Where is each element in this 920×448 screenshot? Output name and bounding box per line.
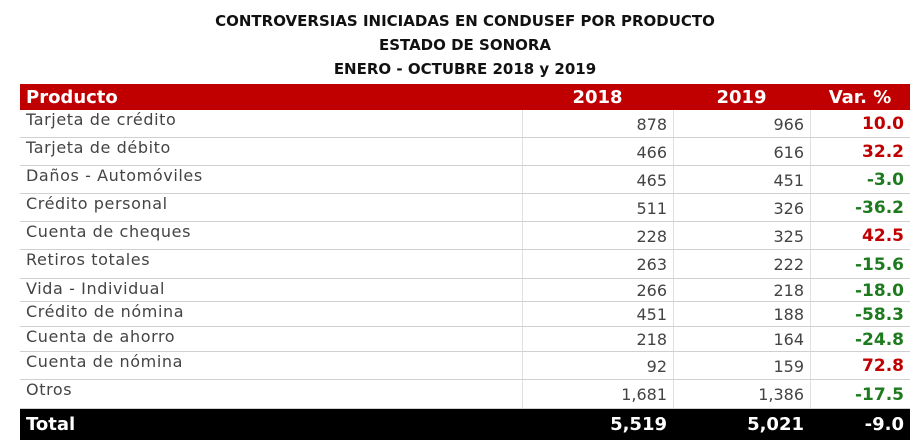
title-line: CONTROVERSIAS INICIADAS EN CONDUSEF POR … xyxy=(215,12,715,30)
product-name: Crédito personal xyxy=(26,194,168,213)
product-name: Daños - Automóviles xyxy=(26,166,203,185)
count: 878 xyxy=(636,114,667,134)
count: 222 xyxy=(773,255,804,274)
row-separator xyxy=(20,137,910,138)
header-bar xyxy=(20,84,910,110)
product-name: Otros xyxy=(26,380,73,399)
column-header: Producto xyxy=(26,86,118,108)
variation: -15.6 xyxy=(855,254,904,275)
product-name: Cuenta de cheques xyxy=(26,222,192,241)
count: 451 xyxy=(773,170,804,190)
row-separator xyxy=(20,221,910,222)
row-separator xyxy=(20,301,910,302)
column-divider xyxy=(522,110,523,409)
total-value: 5,021 xyxy=(747,414,804,435)
product-name: Retiros totales xyxy=(26,250,151,269)
row-separator xyxy=(20,379,910,380)
total-label: Total xyxy=(26,414,76,435)
column-divider xyxy=(810,110,811,409)
product-name: Tarjeta de débito xyxy=(26,138,171,157)
variation: -18.0 xyxy=(855,280,904,301)
count: 465 xyxy=(636,170,667,190)
count: 228 xyxy=(636,226,667,246)
column-header: Var. % xyxy=(828,86,892,108)
row-separator xyxy=(20,351,910,352)
count: 1,681 xyxy=(621,385,667,404)
count: 218 xyxy=(636,330,667,349)
title-line: ESTADO DE SONORA xyxy=(378,36,552,54)
count: 466 xyxy=(636,142,667,162)
row-separator xyxy=(20,408,910,409)
product-name: Vida - Individual xyxy=(26,279,166,298)
product-name: Tarjeta de crédito xyxy=(26,110,177,129)
variation: 72.8 xyxy=(862,356,904,376)
column-header: 2019 xyxy=(716,86,767,108)
total-bar xyxy=(20,409,910,440)
count: 326 xyxy=(773,198,804,218)
variation: 42.5 xyxy=(862,226,904,246)
count: 451 xyxy=(636,305,667,324)
variation: -17.5 xyxy=(855,384,904,405)
variation: -24.8 xyxy=(855,329,904,350)
count: 325 xyxy=(773,226,804,246)
product-name: Crédito de nómina xyxy=(26,302,185,321)
count: 159 xyxy=(773,356,804,376)
column-divider xyxy=(673,110,674,409)
count: 511 xyxy=(636,198,667,218)
variation: -36.2 xyxy=(855,198,904,218)
variation: -58.3 xyxy=(855,304,904,325)
count: 616 xyxy=(773,142,804,162)
row-separator xyxy=(20,249,910,250)
product-name: Cuenta de ahorro xyxy=(26,327,176,346)
product-name: Cuenta de nómina xyxy=(26,352,184,371)
count: 188 xyxy=(773,305,804,324)
count: 266 xyxy=(636,281,667,300)
variation: -3.0 xyxy=(866,170,904,190)
count: 1,386 xyxy=(758,385,804,404)
count: 966 xyxy=(773,114,804,134)
total-value: 5,519 xyxy=(610,414,667,435)
count: 263 xyxy=(636,255,667,274)
total-value: -9.0 xyxy=(864,414,904,435)
column-header: 2018 xyxy=(572,86,623,108)
variation: 32.2 xyxy=(862,142,904,162)
row-separator xyxy=(20,165,910,166)
row-separator xyxy=(20,326,910,327)
row-separator xyxy=(20,278,910,279)
title-line: ENERO - OCTUBRE 2018 y 2019 xyxy=(333,60,597,78)
count: 218 xyxy=(773,281,804,300)
row-separator xyxy=(20,193,910,194)
count: 164 xyxy=(773,330,804,349)
count: 92 xyxy=(646,356,667,376)
variation: 10.0 xyxy=(862,114,904,134)
